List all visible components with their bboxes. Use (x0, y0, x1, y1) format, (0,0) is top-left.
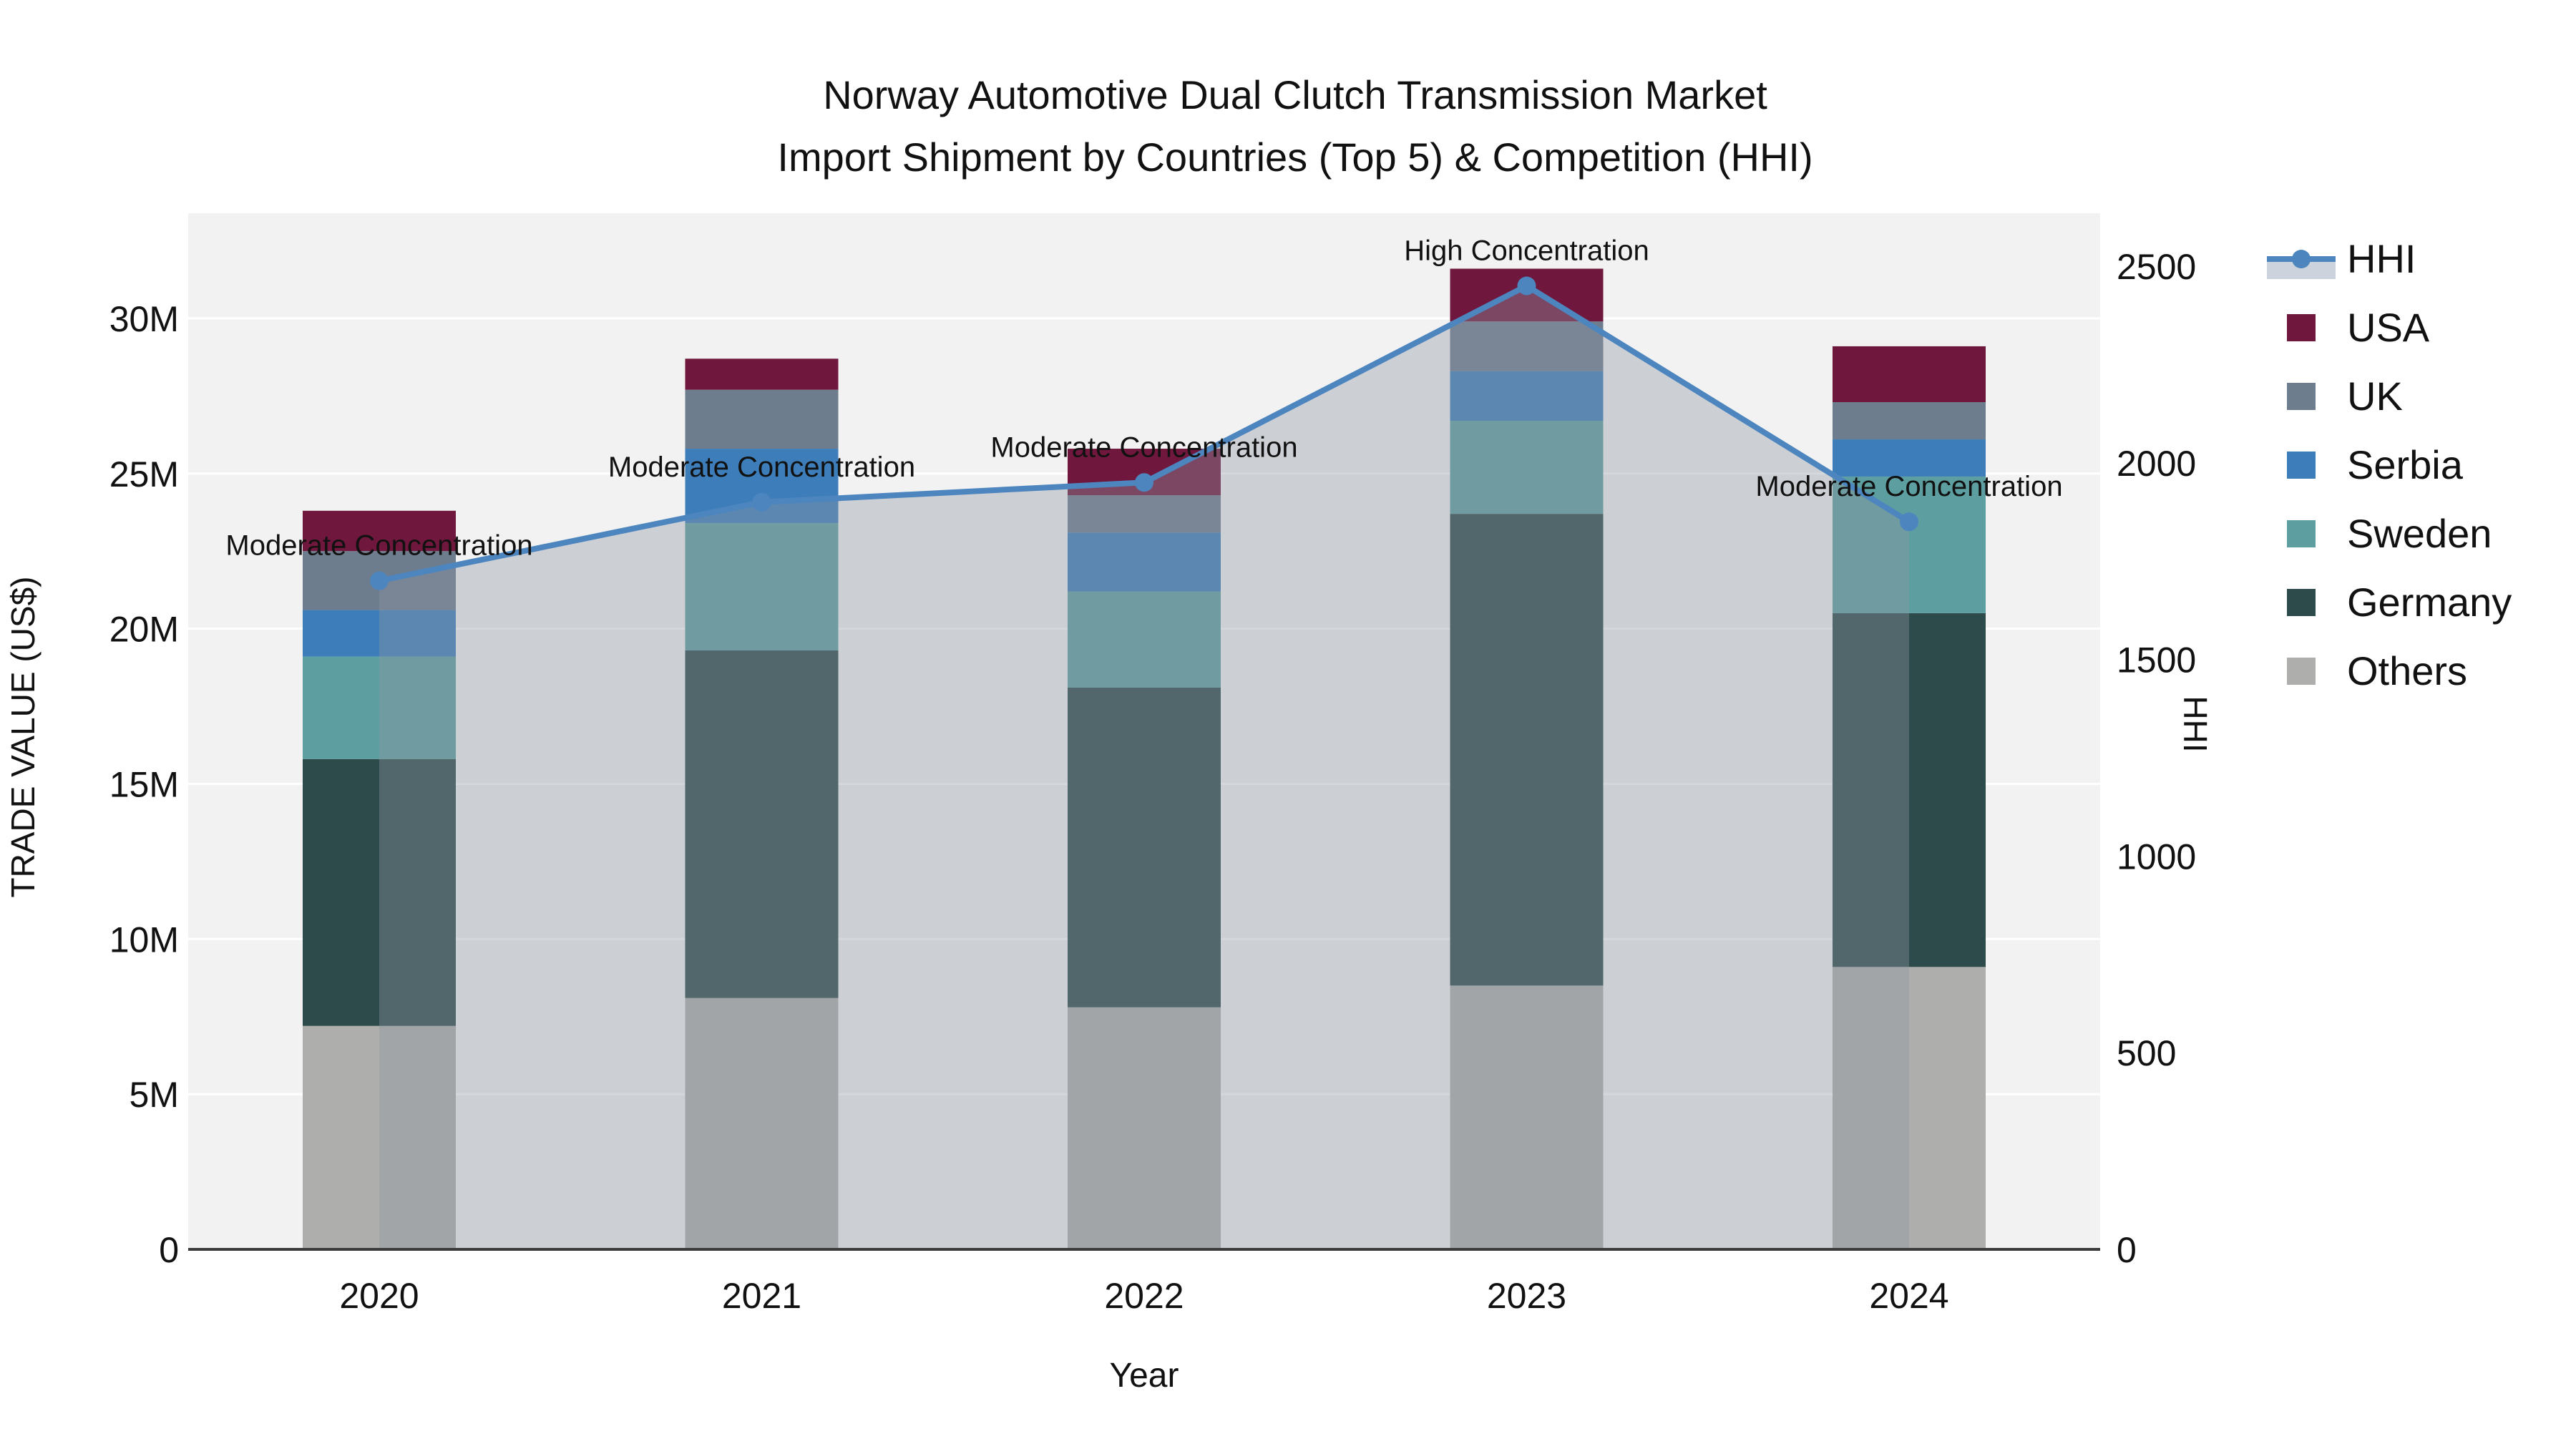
x-tick-2020: 2020 (339, 1276, 419, 1316)
legend-item-hhi[interactable]: HHI (2267, 236, 2416, 281)
legend-label-uk: UK (2347, 374, 2403, 419)
legend-label-usa: USA (2347, 305, 2430, 350)
chart-title-line-2: Import Shipment by Countries (Top 5) & C… (777, 135, 1813, 180)
y-left-tick-30M: 30M (109, 299, 179, 339)
hhi-marker-2021[interactable] (752, 492, 771, 512)
bar-segment-uk-2024[interactable] (1833, 401, 1986, 440)
concentration-annotations: Moderate Concentration Moderate Concentra… (225, 235, 2062, 561)
legend-item-usa[interactable]: USA (2287, 305, 2430, 350)
bar-segment-others-2024[interactable] (1833, 967, 1986, 1249)
hhi-marker-2020[interactable] (370, 571, 389, 590)
bar-segment-sweden-2024[interactable] (1833, 477, 1986, 613)
bar-segment-sweden-2022[interactable] (1068, 591, 1221, 688)
y-left-tick-15M: 15M (109, 764, 179, 804)
legend-swatch-serbia (2287, 452, 2316, 479)
legend-label-hhi: HHI (2347, 236, 2416, 281)
bar-segment-usa-2020[interactable] (303, 510, 456, 552)
legend-swatch-usa (2287, 314, 2316, 341)
y-left-tick-0: 0 (159, 1230, 179, 1270)
hhi-area-fill (379, 286, 1909, 1250)
bar-segment-germany-2024[interactable] (1833, 613, 1986, 967)
legend-item-germany[interactable]: Germany (2287, 580, 2512, 625)
bar-segment-serbia-2023[interactable] (1450, 371, 1604, 421)
annotation-2021: Moderate Concentration (608, 452, 915, 483)
x-tick-2024: 2024 (1869, 1276, 1948, 1316)
y-right-tick-1500: 1500 (2117, 640, 2196, 680)
legend: HHI USA UK Serbia Sweden Germany Others (2267, 236, 2512, 693)
y-left-tick-5M: 5M (130, 1075, 179, 1115)
x-tick-labels: 2020 2021 2022 2023 2024 (339, 1276, 1948, 1316)
annotation-2022: Moderate Concentration (990, 431, 1297, 463)
hhi-line (370, 276, 1918, 590)
x-tick-2022: 2022 (1104, 1276, 1184, 1316)
legend-label-serbia: Serbia (2347, 442, 2464, 487)
bar-segment-serbia-2022[interactable] (1068, 532, 1221, 592)
bar-segment-others-2022[interactable] (1068, 1007, 1221, 1249)
legend-label-sweden: Sweden (2347, 511, 2492, 556)
hhi-marker-2024[interactable] (1900, 512, 1918, 532)
bar-segment-others-2021[interactable] (685, 997, 839, 1249)
y-left-axis-title: TRADE VALUE (US$) (4, 576, 42, 897)
bar-segment-others-2023[interactable] (1450, 985, 1604, 1249)
legend-swatch-sweden (2287, 520, 2316, 547)
hhi-marker-2023[interactable] (1517, 276, 1536, 296)
y-left-tick-20M: 20M (109, 610, 179, 650)
bar-segment-germany-2022[interactable] (1068, 688, 1221, 1008)
bar-segment-germany-2020[interactable] (303, 758, 456, 1026)
x-tick-2023: 2023 (1487, 1276, 1566, 1316)
bar-segment-sweden-2021[interactable] (685, 523, 839, 650)
x-tick-2021: 2021 (722, 1276, 801, 1316)
x-axis-title: Year (1110, 1357, 1179, 1395)
bar-segment-uk-2022[interactable] (1068, 495, 1221, 533)
y-right-tick-labels: 0 500 1000 1500 2000 2500 (2117, 247, 2196, 1270)
legend-swatch-others (2287, 658, 2316, 685)
legend-item-serbia[interactable]: Serbia (2287, 442, 2464, 487)
legend-item-sweden[interactable]: Sweden (2287, 511, 2492, 556)
legend-hhi-marker-icon (2292, 250, 2311, 268)
hhi-area (379, 286, 1909, 1250)
hhi-marker-2022[interactable] (1135, 473, 1153, 492)
annotation-2023: High Concentration (1404, 235, 1649, 266)
bar-segment-uk-2023[interactable] (1450, 321, 1604, 371)
y-right-tick-1000: 1000 (2117, 836, 2196, 877)
legend-swatch-uk (2287, 383, 2316, 410)
bar-segment-uk-2021[interactable] (685, 389, 839, 449)
bar-segment-germany-2021[interactable] (685, 650, 839, 998)
legend-label-germany: Germany (2347, 580, 2512, 625)
legend-label-others: Others (2347, 648, 2467, 693)
legend-item-uk[interactable]: UK (2287, 374, 2403, 419)
bar-segment-serbia-2024[interactable] (1833, 439, 1986, 477)
bar-segment-serbia-2020[interactable] (303, 610, 456, 657)
y-left-tick-labels: 0 5M 10M 15M 20M 25M 30M (109, 299, 179, 1270)
y-left-tick-25M: 25M (109, 454, 179, 494)
annotation-2020: Moderate Concentration (225, 530, 532, 562)
bar-segment-usa-2024[interactable] (1833, 346, 1986, 402)
y-left-tick-10M: 10M (109, 919, 179, 960)
annotation-2024: Moderate Concentration (1755, 471, 2062, 502)
bar-segment-others-2020[interactable] (303, 1025, 456, 1249)
bar-segment-sweden-2020[interactable] (303, 656, 456, 759)
y-right-tick-2500: 2500 (2117, 247, 2196, 287)
y-right-tick-2000: 2000 (2117, 444, 2196, 484)
legend-swatch-germany (2287, 589, 2316, 616)
bar-segment-germany-2023[interactable] (1450, 514, 1604, 986)
legend-item-others[interactable]: Others (2287, 648, 2467, 693)
bar-segment-usa-2021[interactable] (685, 358, 839, 390)
y-right-tick-0: 0 (2117, 1230, 2137, 1270)
bar-segment-sweden-2023[interactable] (1450, 421, 1604, 514)
y-right-axis-title: HHI (2177, 696, 2214, 752)
chart-title-line-1: Norway Automotive Dual Clutch Transmissi… (823, 72, 1767, 117)
y-right-tick-500: 500 (2117, 1033, 2176, 1073)
stacked-bars (303, 268, 1986, 1249)
